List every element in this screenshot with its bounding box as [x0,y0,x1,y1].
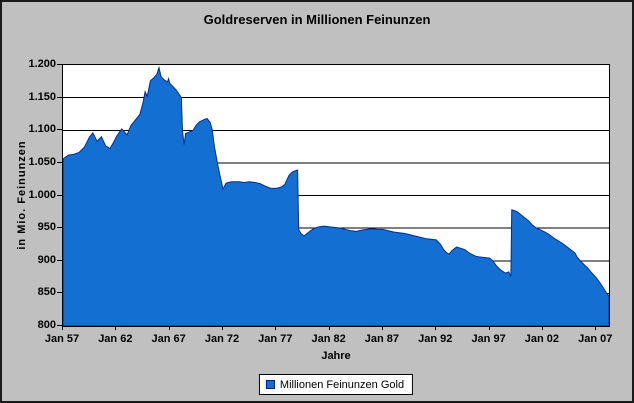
x-axis-tick-label: Jan 07 [578,333,613,345]
x-axis-tick-label: Jan 67 [151,333,186,345]
series-color-swatch-icon [265,380,275,389]
x-axis-tick-label: Jan 62 [98,333,133,345]
y-axis-tick [57,129,62,130]
x-axis-tick-label: Jan 72 [204,333,240,345]
y-axis-tick-label: 1.100 [28,123,56,136]
y-axis-tick [57,195,62,196]
x-axis-tick-label: Jan 92 [418,333,453,345]
y-axis-tick-label: 950 [37,221,56,234]
y-axis-tick [57,64,62,65]
y-axis-tick-label: 1.200 [28,58,56,70]
x-axis-tick [222,326,223,330]
y-axis-tick [57,162,62,163]
area-chart-canvas [63,65,609,326]
x-axis-tick-label: Jan 87 [364,333,400,345]
x-axis-title: Jahre [321,350,351,362]
x-axis-tick-label: Jan 82 [311,333,346,345]
y-axis-tick [57,227,62,228]
chart-title: Goldreserven in Millionen Feinunzen [203,12,431,27]
y-axis-tick [57,97,62,98]
gold-reserves-area-series[interactable] [63,65,609,326]
x-axis-tick-label: Jan 97 [471,333,506,345]
legend-label: Millionen Feinunzen Gold [279,378,405,391]
x-axis-tick-label: Jan 57 [44,333,80,345]
x-axis-tick [62,326,63,330]
y-axis-tick [57,292,62,293]
x-axis-tick [329,326,330,330]
x-axis-tick-label: Jan 02 [524,333,559,345]
y-axis-tick-label: 800 [37,319,56,331]
plot-area[interactable] [62,64,610,327]
x-axis-tick [435,326,436,330]
y-axis-tick [57,260,62,261]
x-axis-tick [489,326,490,330]
legend[interactable]: Millionen Feinunzen Gold [258,374,414,395]
x-axis-tick [382,326,383,330]
y-axis-tick [57,325,62,326]
x-axis-tick-label: Jan 77 [258,333,293,345]
y-axis-tick-label: 850 [37,286,56,299]
y-axis-tick-label: 1.150 [28,90,56,103]
y-axis-tick-label: 1.000 [28,188,56,201]
x-axis-tick [275,326,276,330]
x-axis-tick [115,326,116,330]
x-axis-tick [595,326,596,330]
x-axis-tick [169,326,170,330]
y-axis-tick-label: 1.050 [28,155,56,168]
x-axis-tick [542,326,543,330]
y-axis-tick-label: 900 [37,253,56,266]
